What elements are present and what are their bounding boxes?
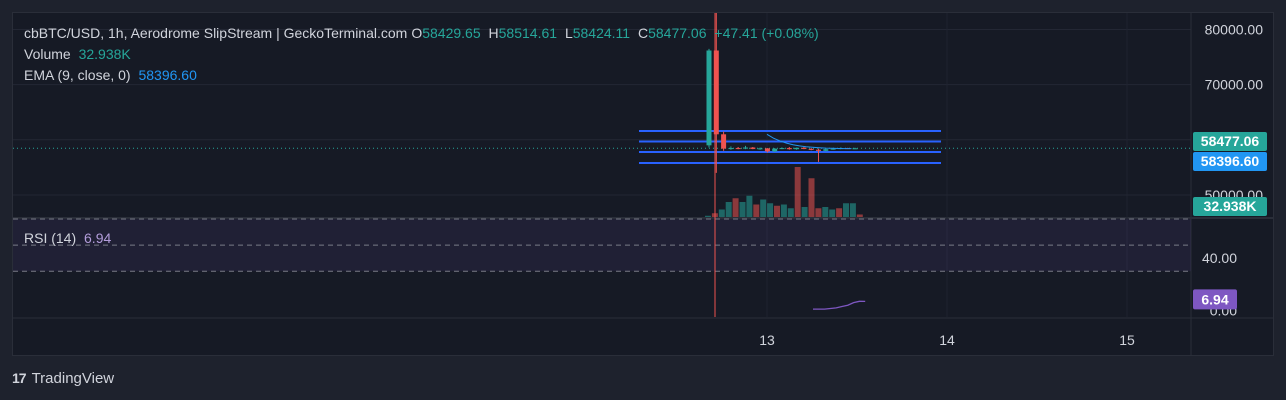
candle-body [786,148,792,150]
candle-body [816,149,821,151]
volume-bar [767,203,774,217]
candle-body [735,148,741,150]
chart-frame[interactable]: 80000.0070000.0060000.0050000.0040.000.0… [12,12,1274,356]
volume-bar [822,207,829,217]
candle-body [743,147,748,149]
tradingview-branding[interactable]: 17 TradingView [12,366,114,390]
rsi-axis-label: 6.94 [1201,291,1228,307]
volume-value: 32.938K [78,46,131,62]
candle-body [713,50,719,135]
candle-body [823,149,829,151]
volume-bar [780,204,787,217]
ema-value: 58396.60 [138,67,197,83]
close-value: 58477.06 [648,25,707,41]
close-label: C [637,25,649,41]
high-label: H [488,25,499,41]
open-label: O [411,25,423,41]
volume-bar [718,209,725,217]
volume-label: Volume [24,46,71,62]
candle-body [801,147,807,149]
volume-bar [843,203,849,217]
rsi-legend: RSI (14) 6.94 [24,228,115,248]
volume-bar [739,202,746,217]
time-axis-tick: 14 [939,332,955,348]
volume-bar [753,204,760,217]
rsi-value: 6.94 [84,230,112,246]
volume-bar [836,208,843,217]
volume-bar [829,209,836,217]
candle-body [728,148,734,150]
last-price-label-bg [1193,132,1267,151]
rsi-axis-label-bg [1193,289,1237,310]
volume-bar [725,202,732,217]
volume-legend: Volume 32.938K [24,44,135,64]
candle-body [750,147,756,149]
price-axis-tick: 80000.00 [1205,22,1264,38]
ema-label: EMA (9, close, 0) [24,67,131,83]
ema-line [766,133,852,150]
candle-body [757,148,763,150]
brand-name: TradingView [31,369,115,387]
high-value: 58514.61 [498,25,558,41]
open-value: 58429.65 [422,25,481,41]
rsi-axis-tick: 40.00 [1202,250,1237,266]
volume-bar [705,215,711,217]
time-axis-tick: 13 [759,332,775,348]
volume-bar [794,167,801,217]
symbol-title: cbBTC/USD, 1h, Aerodrome SlipStream | Ge… [24,25,408,41]
tradingview-logo-icon: 17 [12,370,27,386]
change-value: +47.41 (+0.08%) [714,25,819,41]
chart-canvas[interactable]: 80000.0070000.0060000.0050000.0040.000.0… [13,13,1274,356]
volume-bar [732,198,739,217]
candle-body [794,147,800,150]
rsi-label: RSI (14) [24,230,77,246]
volume-bar [774,205,780,217]
volume-axis-label-bg [1193,197,1267,216]
candle-body [706,50,712,146]
low-label: L [564,25,573,41]
candle-body [808,148,814,150]
time-axis-tick: 15 [1119,332,1135,348]
ema-price-label: 58396.60 [1201,153,1260,169]
ema-price-label-bg [1193,152,1267,171]
volume-bar [856,214,863,217]
last-price-label: 58477.06 [1201,133,1260,149]
candle-body [721,134,727,149]
candle-body [779,148,785,150]
volume-bar [746,195,753,217]
volume-bar [849,203,856,217]
candle-body [772,148,778,152]
symbol-legend: cbBTC/USD, 1h, Aerodrome SlipStream | Ge… [24,23,823,43]
price-axis-tick: 70000.00 [1205,77,1264,93]
candle-body [852,148,858,150]
low-value: 58424.11 [572,25,631,41]
volume-bar [760,199,767,217]
volume-axis-label: 32.938K [1204,198,1257,214]
candle-body [830,148,836,150]
volume-bar [801,207,808,217]
volume-bar [815,208,822,217]
ema-legend: EMA (9, close, 0) 58396.60 [24,65,201,85]
volume-bar [787,208,794,217]
candle-body [764,148,770,152]
rsi-line [813,300,866,310]
volume-bar [808,178,815,217]
